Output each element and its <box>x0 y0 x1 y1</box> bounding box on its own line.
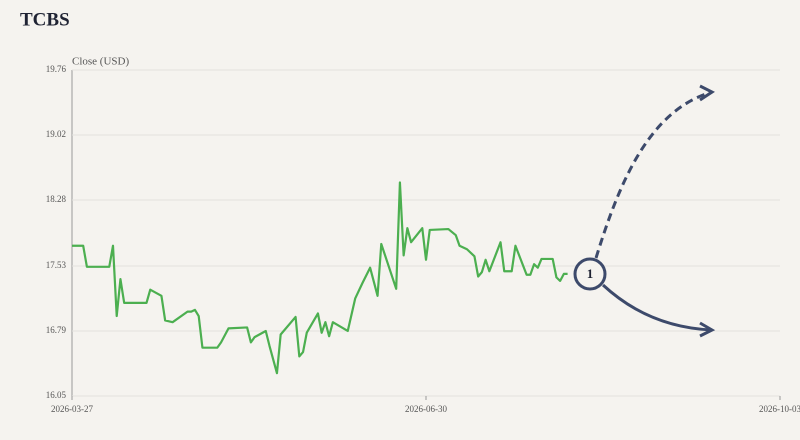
solid-arrow <box>601 283 713 332</box>
arrow-head <box>699 321 716 338</box>
annotation-circle <box>573 257 607 291</box>
chart-title: TCBS <box>20 9 70 30</box>
annotation-label: 1 <box>587 266 594 281</box>
x-tick-label: 2026-10-03 <box>759 404 800 414</box>
x-tick-label: 2026-06-30 <box>405 404 447 414</box>
arrow-head <box>699 84 715 102</box>
line-series <box>72 181 568 375</box>
y-tick-label: 17.53 <box>46 260 67 270</box>
y-tick-label: 16.05 <box>46 390 67 400</box>
dashed-arrow <box>594 90 713 259</box>
y-tick-label: 19.76 <box>46 64 67 74</box>
x-tick-label: 2026-03-27 <box>51 404 93 414</box>
y-tick-label: 16.79 <box>46 325 67 335</box>
y-tick-label: 19.02 <box>46 129 66 139</box>
y-tick-label: 18.28 <box>46 194 67 204</box>
y-axis-label: Close (USD) <box>72 56 129 68</box>
annotation <box>573 84 716 338</box>
